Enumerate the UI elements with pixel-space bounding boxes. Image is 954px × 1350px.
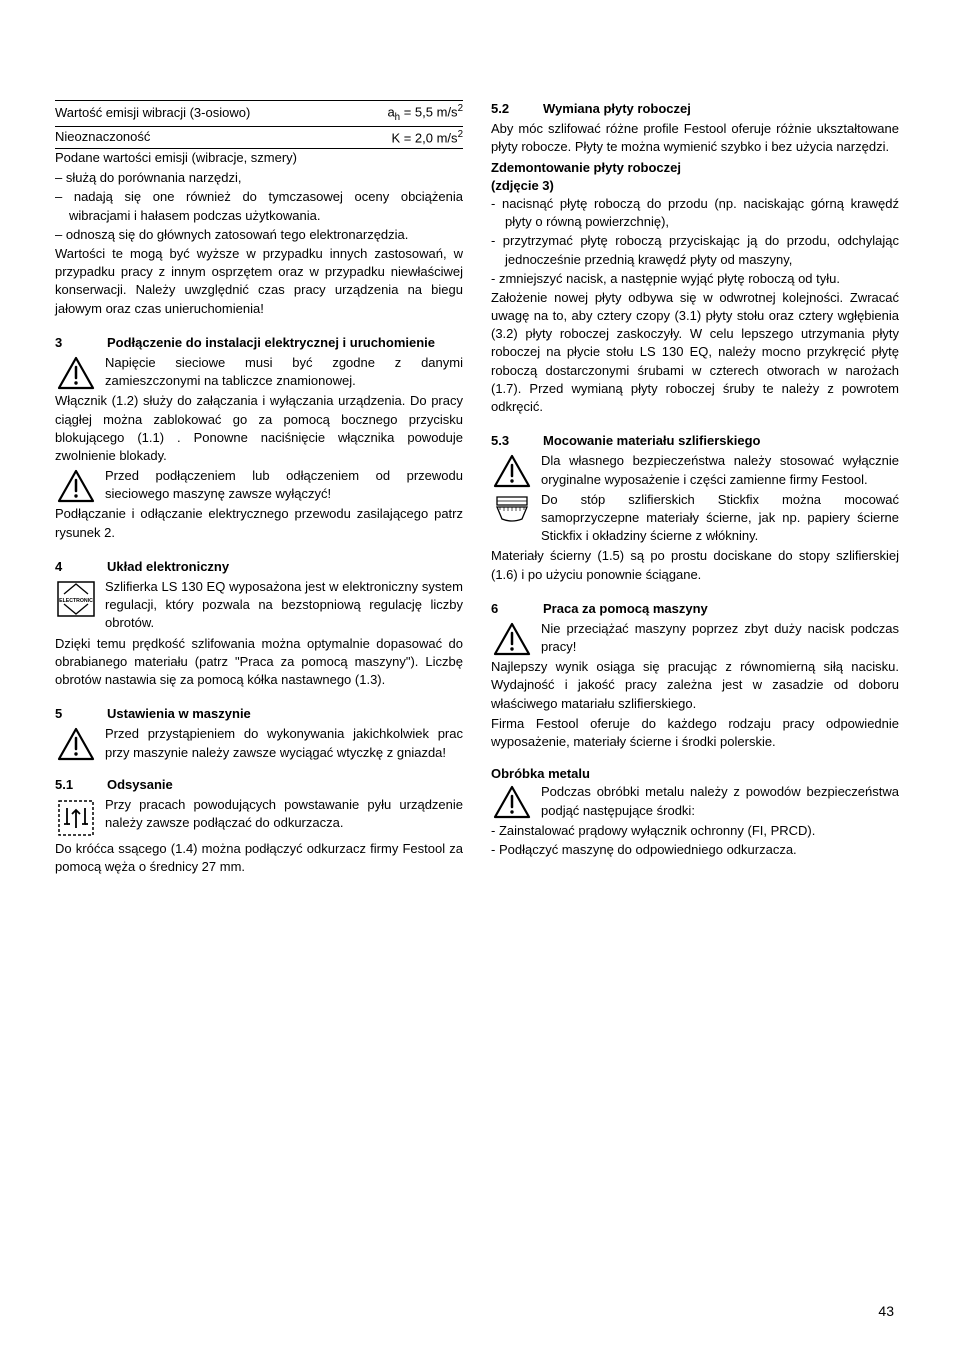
s3-p2: Podłączanie i odłączanie elektrycznego p… — [55, 505, 463, 541]
intro-bullets: – służą do porównania narzędzi, – nadają… — [55, 169, 463, 244]
s52-h2: (zdjęcie 3) — [491, 177, 899, 195]
electronic-icon: ELECTRONIC — [55, 578, 97, 618]
para-a: Wartości te mogą być wyższe w przypadku … — [55, 245, 463, 318]
page-number: 43 — [878, 1302, 894, 1322]
list-item: - zmniejszyć nacisk, a następnie wyjąć p… — [491, 270, 899, 288]
emissions-table: Wartość emisji wibracji (3-osiowo) ah = … — [55, 100, 463, 149]
list-item: – odnoszą się do głównych zatosowań tego… — [55, 226, 463, 244]
s5-warning-text: Przed przystąpieniem do wykonywania jaki… — [105, 725, 463, 761]
s6-warning2-text: Podczas obróbki metalu należy z powodów … — [541, 783, 899, 819]
left-column: Wartość emisji wibracji (3-osiowo) ah = … — [55, 100, 463, 878]
list-item: – nadają się one również do tymczasowej … — [55, 188, 463, 224]
warning-icon — [55, 725, 97, 761]
s51-p: Do króćca ssącego (1.4) można podłączyć … — [55, 840, 463, 876]
s6-bullets: - Zainstalować prądowy wyłącznik ochronn… — [491, 822, 899, 859]
warning-icon — [55, 467, 97, 503]
section-6-head: 6 Praca za pomocą maszyny — [491, 600, 899, 618]
s6-h: Obróbka metalu — [491, 765, 899, 783]
s6-warning-text: Nie przeciążać maszyny poprzez zbyt duży… — [541, 620, 899, 656]
dust-extraction-icon — [55, 796, 97, 838]
svg-text:ELECTRONIC: ELECTRONIC — [59, 598, 93, 604]
warning-icon — [491, 783, 533, 819]
stickfix-icon — [491, 491, 533, 527]
list-item: - przytrzymać płytę roboczą przyciskając… — [491, 232, 899, 268]
emissions-row2-label: Nieoznaczoność — [55, 126, 349, 149]
warning-icon — [491, 620, 533, 656]
s52-h1: Zdemontowanie płyty roboczej — [491, 159, 899, 177]
s53-box-text: Do stóp szlifierskich Stickfix można moc… — [541, 491, 899, 546]
right-column: 5.2 Wymiana płyty roboczej Aby móc szlif… — [491, 100, 899, 878]
s53-p: Materiały ścierny (1.5) są po prostu doc… — [491, 547, 899, 583]
section-5-1-head: 5.1 Odsysanie — [55, 776, 463, 794]
list-item: - nacisnąć płytę roboczą do przodu (np. … — [491, 195, 899, 231]
s4-p: Dzięki temu prędkość szlifowania można o… — [55, 635, 463, 690]
s52-p1: Aby móc szlifować różne profile Festool … — [491, 120, 899, 156]
section-5-head: 5 Ustawienia w maszynie — [55, 705, 463, 723]
s53-warning-text: Dla własnego bezpieczeństwa należy stoso… — [541, 452, 899, 488]
section-3-head: 3 Podłączenie do instalacji elektrycznej… — [55, 334, 463, 352]
section-5-2-head: 5.2 Wymiana płyty roboczej — [491, 100, 899, 118]
warning-icon — [55, 354, 97, 390]
s51-box-text: Przy pracach powodujących powstawanie py… — [105, 796, 463, 832]
s52-p2: Założenie nowej płyty odbywa się w odwro… — [491, 289, 899, 416]
emissions-row2-value: K = 2,0 m/s2 — [349, 126, 463, 149]
section-5-3-head: 5.3 Mocowanie materiału szlifierskiego — [491, 432, 899, 450]
list-item: - Podłączyć maszynę do odpowiedniego odk… — [491, 841, 899, 859]
emissions-row1-value: ah = 5,5 m/s2 — [349, 101, 463, 127]
s3-warning-text: Napięcie sieciowe musi być zgodne z dany… — [105, 354, 463, 390]
intro-text: Podane wartości emisji (wibracje, szmery… — [55, 149, 463, 167]
list-item: - Zainstalować prądowy wyłącznik ochronn… — [491, 822, 899, 840]
s52-bullets: - nacisnąć płytę roboczą do przodu (np. … — [491, 195, 899, 288]
list-item: – służą do porównania narzędzi, — [55, 169, 463, 187]
s6-p1: Najlepszy wynik osiąga się pracując z ró… — [491, 658, 899, 713]
section-4-head: 4 Układ elektroniczny — [55, 558, 463, 576]
s3-warning2-text: Przed podłączeniem lub odłączeniem od pr… — [105, 467, 463, 503]
s4-box-text: Szlifierka LS 130 EQ wyposażona jest w e… — [105, 578, 463, 633]
s6-p2: Firma Festool oferuje do każdego rodzaju… — [491, 715, 899, 751]
warning-icon — [491, 452, 533, 488]
emissions-row1-label: Wartość emisji wibracji (3-osiowo) — [55, 101, 349, 127]
s3-p1: Włącznik (1.2) służy do załączania i wył… — [55, 392, 463, 465]
